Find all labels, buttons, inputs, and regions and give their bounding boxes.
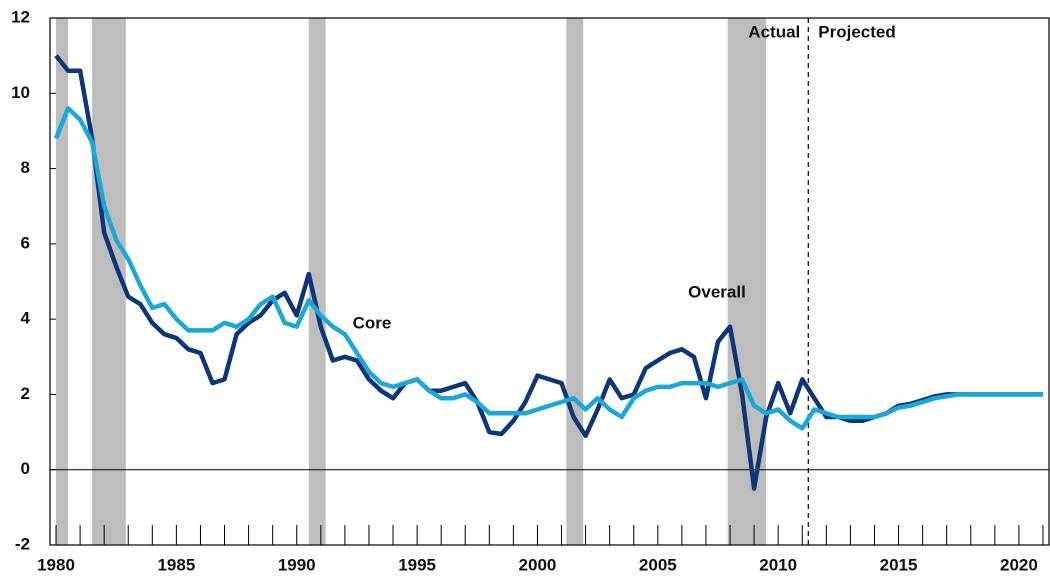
x-tick-label: 1980 — [37, 555, 75, 574]
x-tick-label: 2000 — [519, 555, 557, 574]
y-tick-label: 10 — [11, 83, 30, 102]
annotation: Core — [353, 313, 392, 332]
plot-frame — [49, 17, 1050, 546]
series-line — [53, 106, 1043, 431]
x-tick-label: 1985 — [157, 555, 195, 574]
recession-band — [56, 18, 69, 545]
annotation: Actual — [748, 22, 800, 41]
y-tick-label: 6 — [21, 233, 30, 252]
y-tick-label: 0 — [21, 459, 30, 478]
x-tick-label: 2010 — [759, 555, 797, 574]
recession-band — [308, 18, 326, 545]
y-tick-label: 4 — [21, 309, 31, 328]
y-tick-label: 8 — [21, 158, 30, 177]
recession-band — [566, 18, 584, 545]
x-tick-label: 2005 — [639, 555, 677, 574]
y-tick-label: 2 — [21, 384, 30, 403]
x-tick-label: 1995 — [398, 555, 436, 574]
annotation: Projected — [818, 22, 895, 41]
x-tick-label: 1990 — [278, 555, 316, 574]
x-tick-label: 2020 — [1000, 555, 1038, 574]
annotation: Overall — [688, 282, 746, 301]
y-tick-label: -2 — [15, 534, 30, 553]
y-tick-label: 12 — [11, 7, 30, 26]
series-line — [54, 54, 1043, 491]
x-tick-label: 2015 — [880, 555, 918, 574]
